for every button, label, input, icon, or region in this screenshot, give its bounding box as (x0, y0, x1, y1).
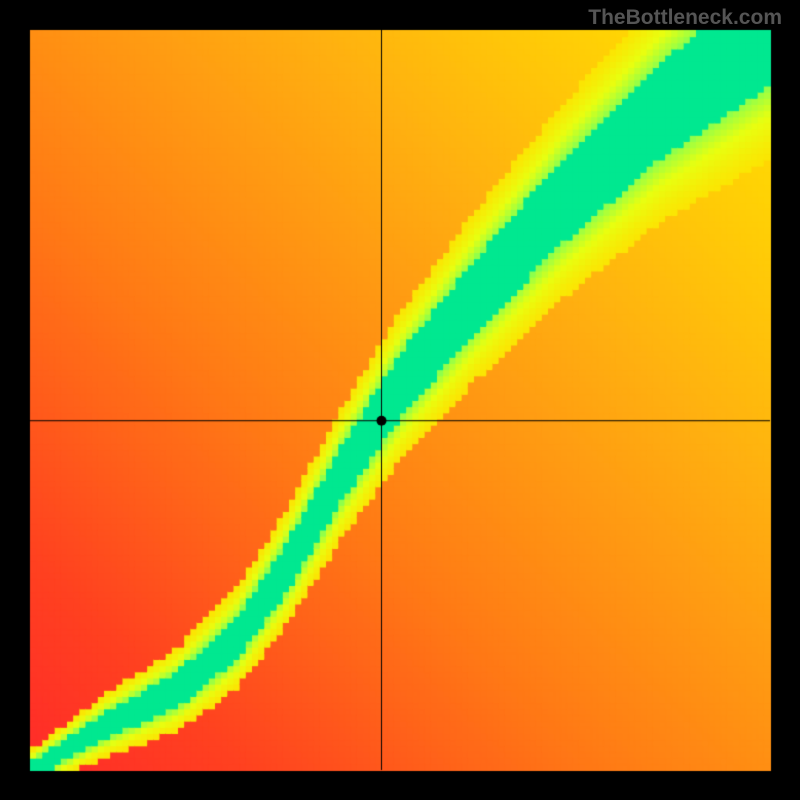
chart-container: TheBottleneck.com (0, 0, 800, 800)
watermark-text: TheBottleneck.com (588, 6, 782, 30)
bottleneck-heatmap (0, 0, 800, 800)
